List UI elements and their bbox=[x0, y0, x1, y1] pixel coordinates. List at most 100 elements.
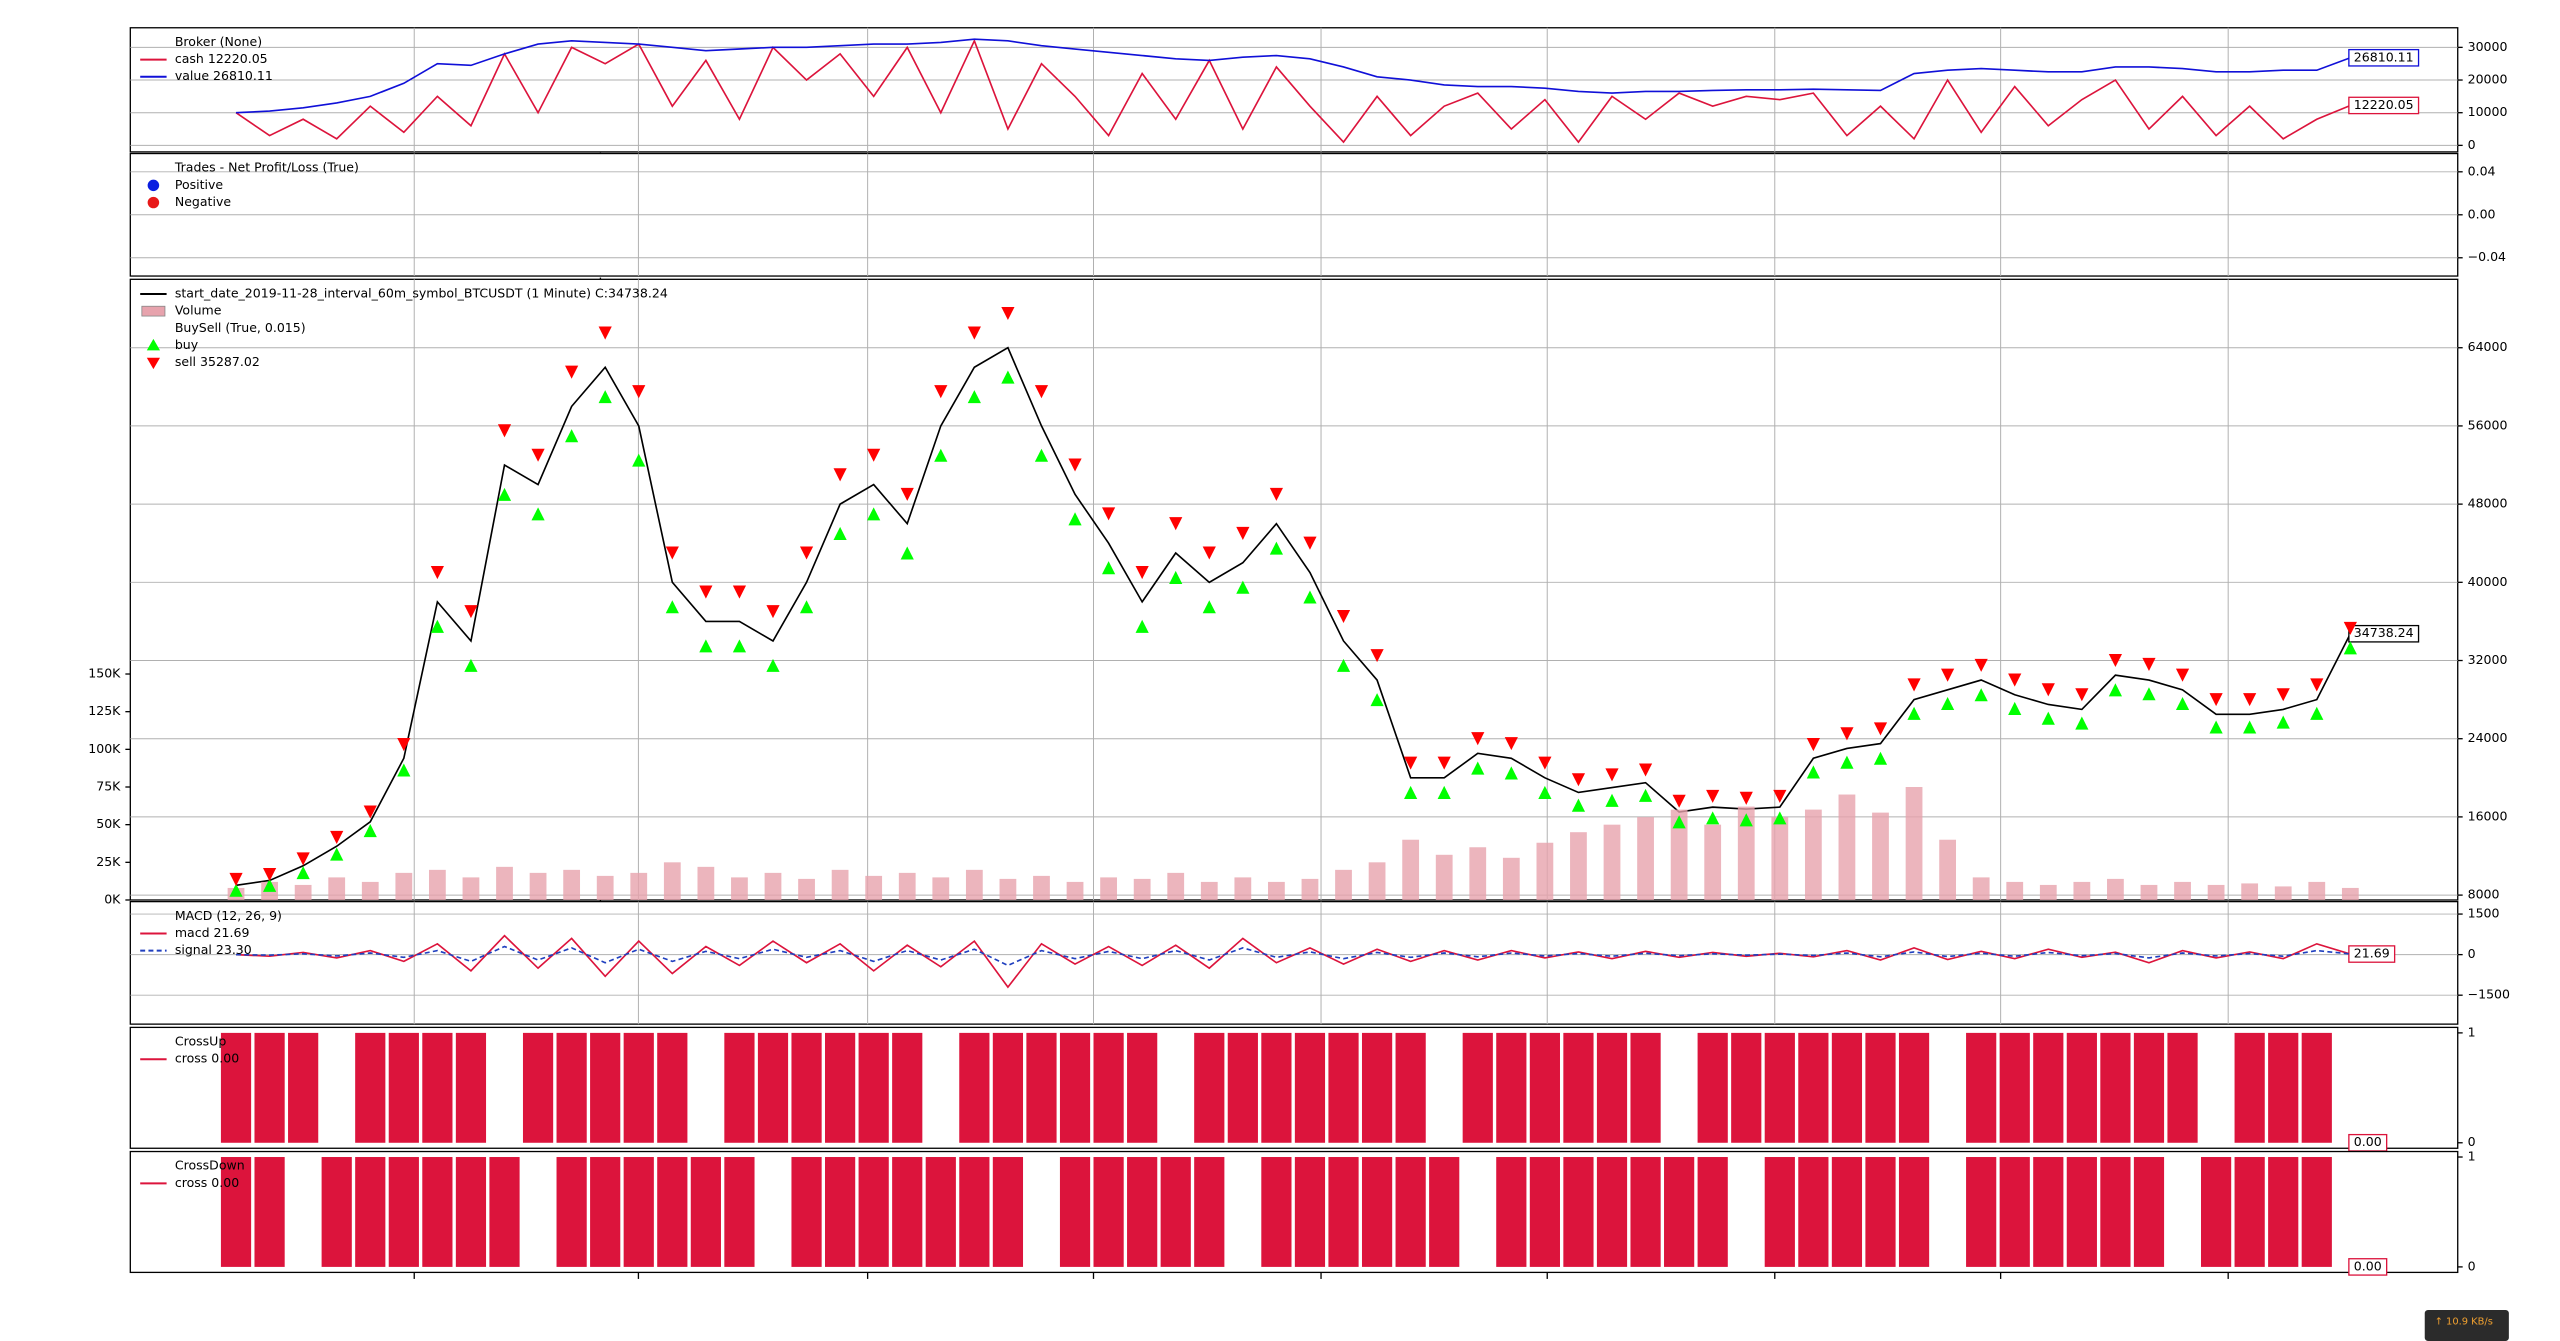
bar bbox=[2133, 1157, 2165, 1267]
marker bbox=[799, 546, 814, 560]
bar bbox=[992, 1032, 1024, 1143]
marker bbox=[565, 429, 579, 443]
marker bbox=[967, 390, 981, 404]
marker bbox=[2008, 673, 2022, 687]
marker bbox=[1706, 789, 1720, 803]
bar bbox=[1999, 1157, 2030, 1267]
marker bbox=[2310, 678, 2324, 692]
series-bar bbox=[220, 1032, 2332, 1143]
legend-label: Volume bbox=[175, 303, 222, 318]
y-tick-label: 0 bbox=[2468, 1258, 2476, 1273]
bar bbox=[355, 1032, 386, 1143]
marker bbox=[1001, 306, 1015, 321]
legend-title: Trades - Net Profit/Loss (True) bbox=[174, 160, 359, 175]
bar bbox=[1865, 1032, 1896, 1143]
upload-speed: ↑ 10.9 KB/s bbox=[2435, 1316, 2493, 1327]
bar bbox=[1563, 1157, 1594, 1267]
marker bbox=[1840, 727, 1854, 741]
bar bbox=[932, 877, 950, 900]
series-bar bbox=[220, 1157, 2332, 1267]
marker bbox=[2276, 688, 2290, 702]
bar bbox=[959, 1157, 990, 1267]
series-line bbox=[235, 346, 2352, 887]
marker bbox=[900, 487, 914, 501]
bar bbox=[1133, 878, 1151, 900]
y-tick-label: 16000 bbox=[2468, 808, 2508, 823]
bar bbox=[529, 872, 547, 900]
marker bbox=[1001, 370, 1015, 384]
marker bbox=[2209, 720, 2223, 734]
marker bbox=[1873, 722, 1888, 736]
end-label: 12220.05 bbox=[2354, 97, 2414, 112]
y-tick-label: 8000 bbox=[2468, 887, 2500, 902]
series-line bbox=[235, 38, 2351, 114]
bar bbox=[825, 1157, 856, 1267]
marker bbox=[229, 883, 243, 897]
y2-tick-label: 0K bbox=[104, 892, 121, 907]
bar bbox=[590, 1032, 621, 1143]
bar bbox=[563, 869, 581, 900]
marker bbox=[1236, 526, 1250, 540]
panel-frame bbox=[129, 27, 2459, 153]
bar bbox=[1697, 1032, 1728, 1143]
bar bbox=[1596, 1032, 1628, 1143]
bar bbox=[1127, 1032, 1158, 1143]
bar bbox=[1529, 1157, 1560, 1267]
bar bbox=[2174, 881, 2191, 900]
y-tick-label: 1500 bbox=[2468, 906, 2500, 921]
bar bbox=[1227, 1032, 1258, 1143]
bar bbox=[630, 872, 648, 900]
bar bbox=[959, 1032, 990, 1143]
marker bbox=[699, 639, 713, 653]
bar bbox=[663, 862, 681, 900]
series-line bbox=[235, 38, 2351, 114]
marker bbox=[934, 385, 948, 399]
bar bbox=[1905, 787, 1923, 900]
marker bbox=[2209, 693, 2223, 707]
bar bbox=[2301, 1157, 2332, 1267]
bar bbox=[422, 1157, 453, 1267]
bar bbox=[1335, 869, 1352, 900]
bar bbox=[1496, 1157, 1527, 1267]
bar bbox=[1838, 794, 1856, 900]
bar bbox=[1939, 839, 1957, 900]
bar bbox=[1563, 1032, 1594, 1143]
bar bbox=[2133, 1032, 2165, 1143]
marker bbox=[1907, 706, 1921, 720]
marker bbox=[565, 365, 579, 379]
marker bbox=[2276, 715, 2290, 729]
marker bbox=[330, 830, 344, 844]
bar bbox=[898, 872, 916, 900]
bar bbox=[2039, 884, 2057, 900]
series-line bbox=[235, 38, 2351, 144]
legend-title: CrossDown bbox=[175, 1158, 245, 1173]
bar bbox=[2006, 881, 2024, 900]
y2-tick-label: 75K bbox=[96, 779, 121, 794]
marker bbox=[2075, 716, 2089, 730]
y2-tick-label: 100K bbox=[88, 741, 121, 756]
marker bbox=[934, 448, 948, 462]
bar bbox=[697, 866, 715, 900]
bar bbox=[1603, 824, 1621, 900]
marker bbox=[397, 738, 411, 752]
marker bbox=[1269, 541, 1283, 555]
bar bbox=[1395, 1157, 1426, 1267]
marker bbox=[1672, 794, 1686, 808]
marker bbox=[262, 878, 277, 892]
bar bbox=[1637, 817, 1654, 900]
marker bbox=[2041, 683, 2055, 697]
bar bbox=[858, 1157, 889, 1267]
y-tick-label: 24000 bbox=[2468, 730, 2508, 745]
marker bbox=[1638, 763, 1653, 777]
bar bbox=[657, 1157, 688, 1267]
bar bbox=[623, 1032, 654, 1143]
marker bbox=[1571, 773, 1586, 787]
marker bbox=[967, 326, 981, 340]
bar bbox=[865, 875, 883, 900]
bar bbox=[1704, 824, 1722, 900]
legend-icon bbox=[146, 357, 160, 370]
y-tick-label: 32000 bbox=[2468, 652, 2508, 667]
bar bbox=[2274, 886, 2292, 900]
bar bbox=[1294, 1157, 1326, 1267]
